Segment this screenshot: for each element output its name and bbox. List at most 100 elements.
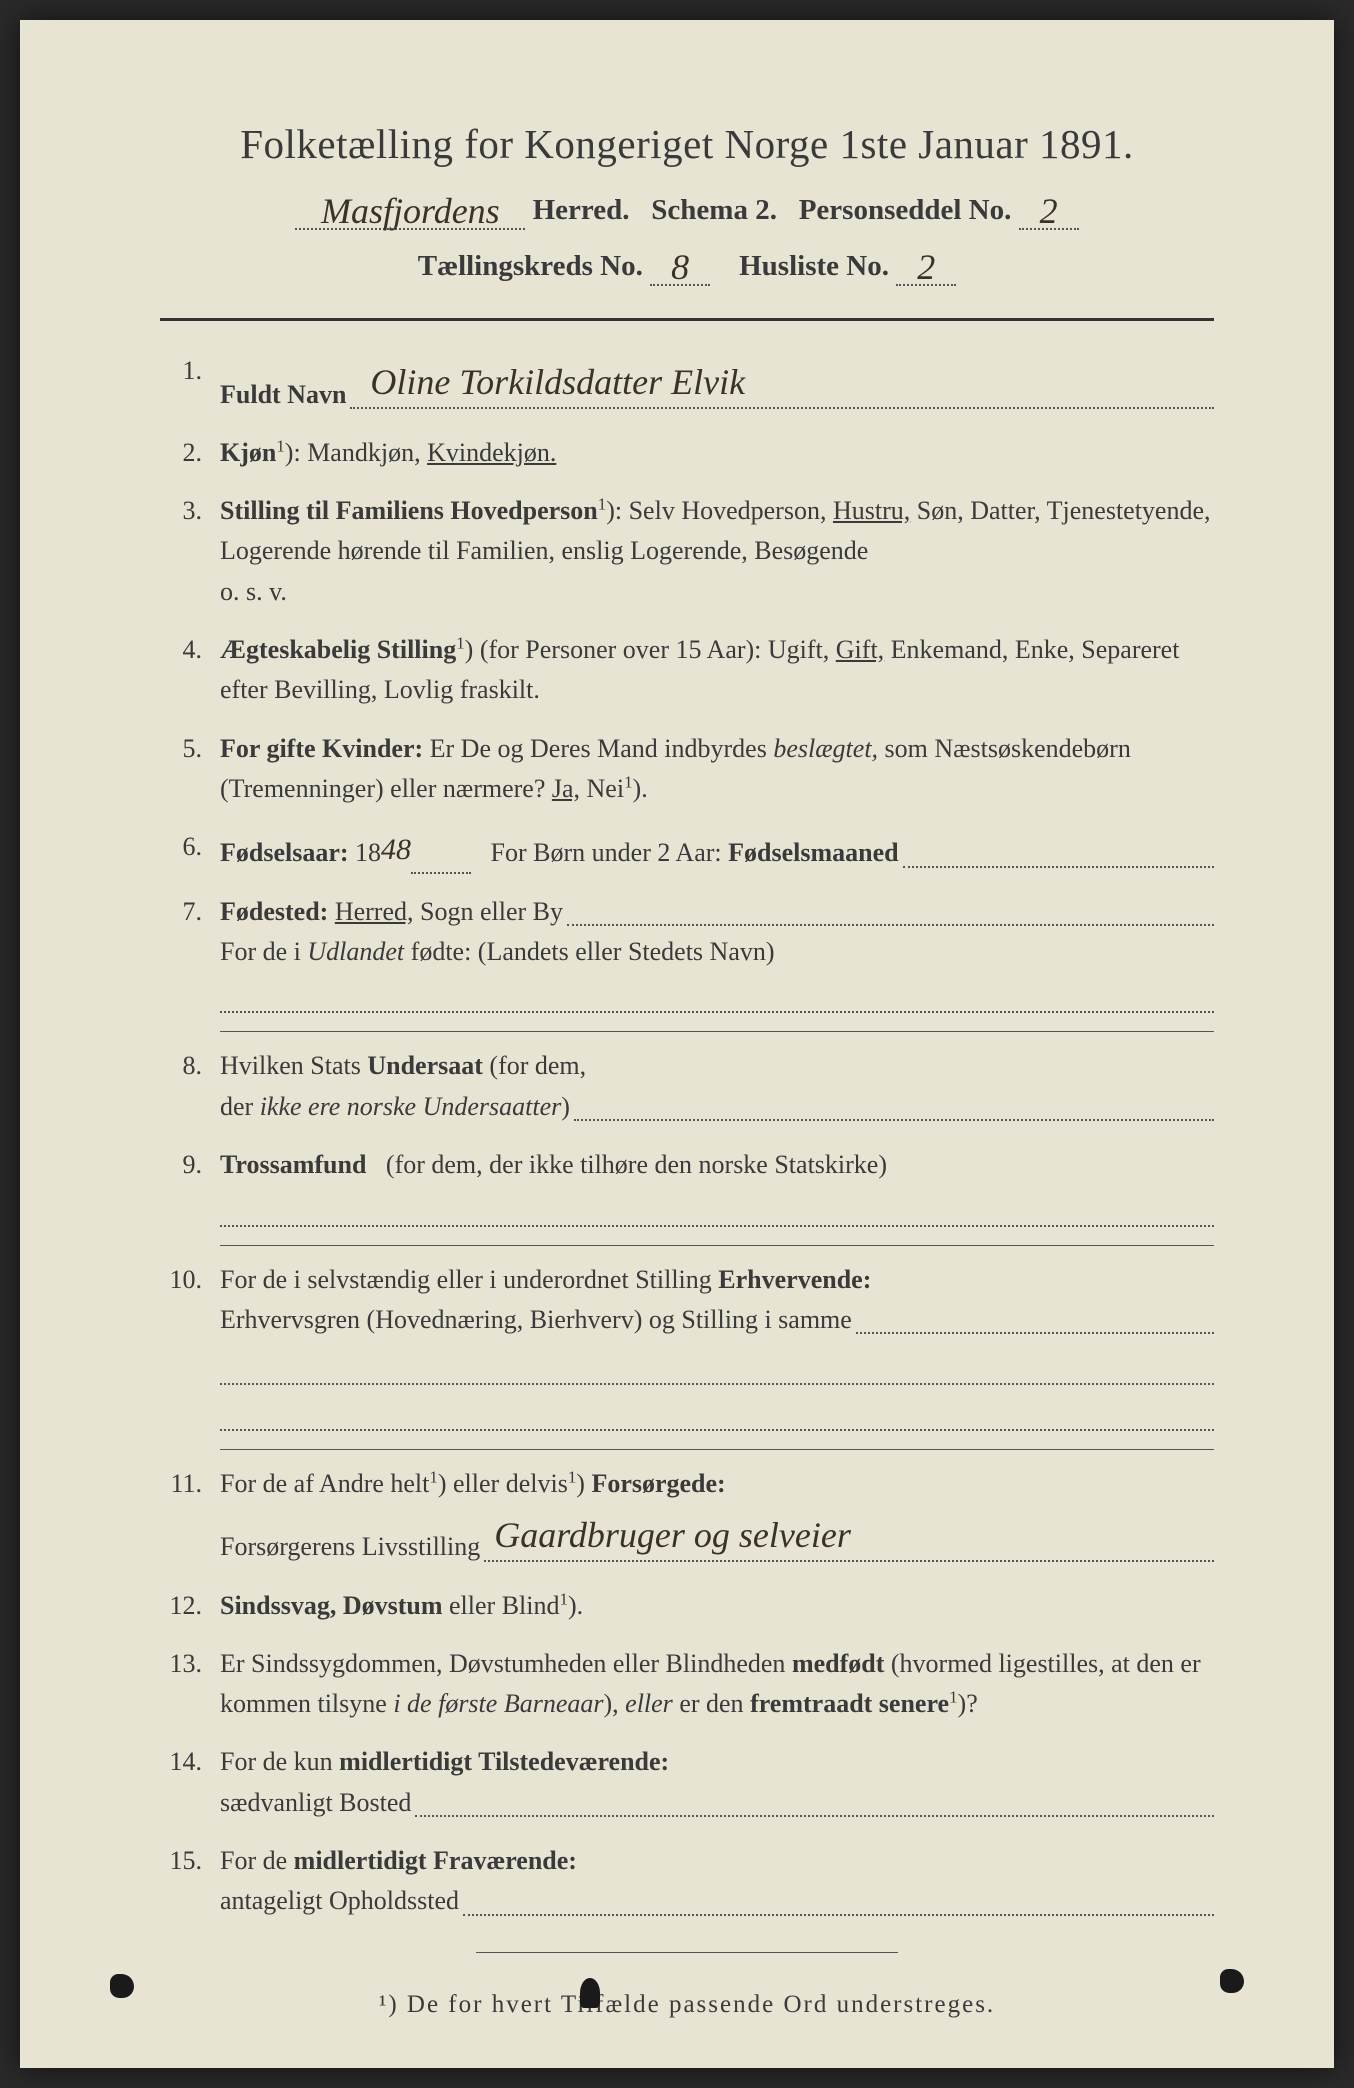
item-num-3: 3. xyxy=(160,491,220,612)
q2-mandkjon: Mandkjøn, xyxy=(307,438,420,467)
ink-blot-2 xyxy=(580,1978,600,2008)
q6-label-b: Fødselsmaaned xyxy=(728,833,898,873)
q6-text-b: For Børn under 2 Aar: xyxy=(491,833,722,873)
q11-handwritten: Gaardbruger og selveier xyxy=(484,1515,851,1555)
item-num-11: 11. xyxy=(160,1464,220,1568)
item-1: 1. Fuldt Navn Oline Torkildsdatter Elvik xyxy=(160,351,1214,415)
q12-label-a: Sindssvag, Døvstum xyxy=(220,1591,443,1620)
q8-text-a: Hvilken Stats xyxy=(220,1051,361,1080)
item-num-13: 13. xyxy=(160,1644,220,1725)
item-3: 3. Stilling til Familiens Hovedperson1):… xyxy=(160,491,1214,612)
q4-gift: Gift, xyxy=(836,635,884,664)
q7-label: Fødested: xyxy=(220,892,328,932)
personseddel-no: 2 xyxy=(1040,191,1058,231)
q3-hustru: Hustru, xyxy=(833,496,910,525)
item-10: 10. For de i selvstændig eller i underor… xyxy=(160,1260,1214,1431)
item-num-12: 12. xyxy=(160,1586,220,1626)
q9-text: (for dem, der ikke tilhøre den norske St… xyxy=(386,1150,887,1179)
item-num-14: 14. xyxy=(160,1742,220,1823)
item-num-6: 6. xyxy=(160,827,220,874)
q15-label: midlertidigt Fraværende: xyxy=(294,1846,577,1875)
q7-udlandet: Udlandet xyxy=(307,937,404,966)
item-8: 8. Hvilken Stats Undersaat (for dem, der… xyxy=(160,1046,1214,1127)
item-2: 2. Kjøn1): Mandkjøn, Kvindekjøn. xyxy=(160,433,1214,473)
divider-10-11 xyxy=(220,1449,1214,1450)
q7-text-c: For de i xyxy=(220,937,301,966)
footnote-marker: ¹) xyxy=(379,1991,399,2018)
q12-text: eller Blind xyxy=(449,1591,559,1620)
q13-label-b: fremtraadt senere xyxy=(750,1689,949,1718)
q9-label: Trossamfund xyxy=(220,1150,366,1179)
q13-text-f: er den xyxy=(679,1689,743,1718)
subtitle-row-2: Tællingskreds No. 8 Husliste No. 2 xyxy=(160,242,1214,286)
husliste-no: 2 xyxy=(917,247,935,287)
q6-year-prefix: 18 xyxy=(355,833,381,873)
divider-7-8 xyxy=(220,1031,1214,1032)
personseddel-label: Personseddel No. xyxy=(799,194,1012,226)
q15-text-a: For de xyxy=(220,1846,287,1875)
q1-label: Fuldt Navn xyxy=(220,375,346,415)
q2-kvindekjon: Kvindekjøn. xyxy=(427,438,556,467)
q5-nei: Nei xyxy=(587,774,625,803)
husliste-label: Husliste No. xyxy=(739,250,889,282)
item-15: 15. For de midlertidigt Fraværende: anta… xyxy=(160,1841,1214,1922)
q2-label: Kjøn xyxy=(220,438,276,467)
item-num-10: 10. xyxy=(160,1260,220,1431)
q8-text-c: der xyxy=(220,1087,253,1127)
item-7: 7. Fødested: Herred, Sogn eller By For d… xyxy=(160,892,1214,1014)
footnote-text: De for hvert Tilfælde passende Ord under… xyxy=(407,1991,995,2018)
item-13: 13. Er Sindssygdommen, Døvstumheden elle… xyxy=(160,1644,1214,1725)
q14-label: midlertidigt Tilstedeværende: xyxy=(339,1747,669,1776)
item-num-7: 7. xyxy=(160,892,220,1014)
q5-beslaegtet: beslægtet, xyxy=(773,734,878,763)
herred-handwritten: Masfjordens xyxy=(321,191,500,231)
q11-label: Forsørgede: xyxy=(591,1469,725,1498)
item-5: 5. For gifte Kvinder: Er De og Deres Man… xyxy=(160,729,1214,810)
item-4: 4. Ægteskabelig Stilling1) (for Personer… xyxy=(160,630,1214,711)
q15-text-b: antageligt Opholdssted xyxy=(220,1881,459,1921)
q13-medfodt: medfødt xyxy=(792,1649,884,1678)
subtitle-row-1: Masfjordens Herred. Schema 2. Personsedd… xyxy=(160,186,1214,230)
q11-text-b: eller delvis xyxy=(453,1469,568,1498)
q14-text-a: For de kun xyxy=(220,1747,333,1776)
q5-label: For gifte Kvinder: xyxy=(220,734,423,763)
q5-ja: Ja, xyxy=(552,774,580,803)
q3-label: Stilling til Familiens Hovedperson xyxy=(220,496,598,525)
q3-text-d: o. s. v. xyxy=(220,577,287,606)
item-num-1: 1. xyxy=(160,351,220,415)
q13-text-d: ), xyxy=(603,1689,618,1718)
kreds-no: 8 xyxy=(671,247,689,287)
item-12: 12. Sindssvag, Døvstum eller Blind1). xyxy=(160,1586,1214,1626)
census-form-page: Folketælling for Kongeriget Norge 1ste J… xyxy=(20,20,1334,2068)
schema-label: Schema 2. xyxy=(651,194,777,226)
ink-blot-3 xyxy=(1220,1969,1244,1993)
q10-text-b: Erhvervsgren (Hovednæring, Bierhverv) og… xyxy=(220,1300,852,1340)
q7-text-b: Sogn eller By xyxy=(420,892,563,932)
kreds-label: Tællingskreds No. xyxy=(418,250,643,282)
q3-text-a: Selv Hovedperson, xyxy=(629,496,827,525)
q8-label: Undersaat xyxy=(367,1051,483,1080)
herred-label: Herred. xyxy=(533,194,630,226)
q1-handwritten: Oline Torkildsdatter Elvik xyxy=(350,362,745,402)
item-num-9: 9. xyxy=(160,1145,220,1226)
q7-text-e: fødte: (Landets eller Stedets Navn) xyxy=(411,937,775,966)
q5-text-a: Er De og Deres Mand indbyrdes xyxy=(430,734,767,763)
item-num-4: 4. xyxy=(160,630,220,711)
q7-herred: Herred, xyxy=(335,892,414,932)
q13-text-e: eller xyxy=(625,1689,673,1718)
item-num-15: 15. xyxy=(160,1841,220,1922)
divider-9-10 xyxy=(220,1245,1214,1246)
page-title: Folketælling for Kongeriget Norge 1ste J… xyxy=(160,120,1214,168)
q4-text-a: (for Personer over 15 Aar): Ugift, xyxy=(480,635,829,664)
divider-top xyxy=(160,318,1214,321)
q11-text-c: Forsørgerens Livsstilling xyxy=(220,1527,480,1567)
item-num-8: 8. xyxy=(160,1046,220,1127)
q13-text-a: Er Sindssygdommen, Døvstumheden eller Bl… xyxy=(220,1649,785,1678)
item-9: 9. Trossamfund (for dem, der ikke tilhør… xyxy=(160,1145,1214,1226)
q6-label: Fødselsaar: xyxy=(220,833,349,873)
q10-label: Erhvervende: xyxy=(718,1265,871,1294)
ink-blot-1 xyxy=(110,1974,134,1998)
footnote: ¹) De for hvert Tilfælde passende Ord un… xyxy=(160,1991,1214,2019)
q4-label: Ægteskabelig Stilling xyxy=(220,635,456,664)
item-num-2: 2. xyxy=(160,433,220,473)
